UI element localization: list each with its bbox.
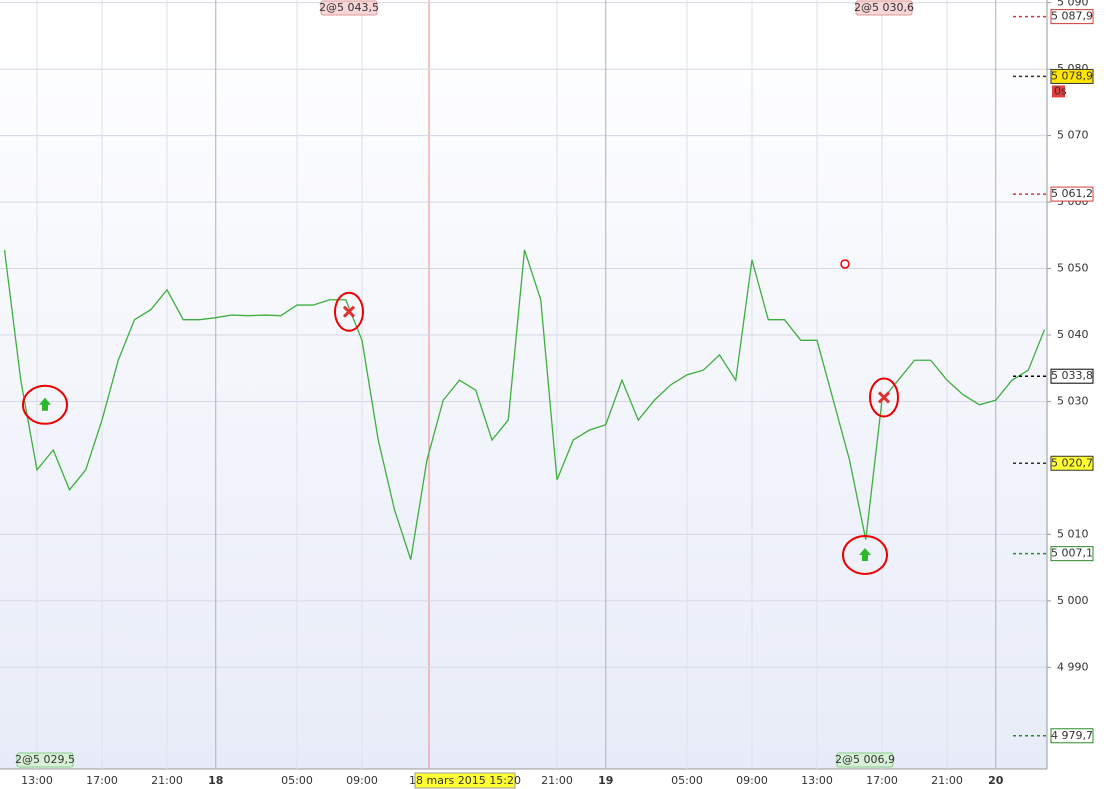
trade-label: 2@5 030,6 — [854, 1, 914, 14]
alert-marker — [840, 259, 850, 269]
y-tick-label: 5 090 — [1057, 0, 1089, 9]
level-label: 4 979,7 — [1051, 729, 1093, 742]
y-tick-label: 5 070 — [1057, 129, 1089, 142]
x-tick-label: 18 — [208, 774, 223, 787]
trade-label-box — [320, 0, 378, 16]
trade-label: 2@5 006,9 — [835, 753, 895, 766]
level-box — [1050, 728, 1094, 744]
x-tick-label: 17:00 — [86, 774, 118, 787]
x-tick-label: 20 — [988, 774, 1004, 787]
timer-label: 0s — [1054, 84, 1067, 97]
y-tick-label: 5 000 — [1057, 594, 1089, 607]
x-tick-label: 21:00 — [931, 774, 963, 787]
level-label: 5 020,7 — [1051, 456, 1093, 469]
y-tick-label: 5 010 — [1057, 527, 1089, 540]
trade-circle — [22, 384, 68, 425]
cursor-box — [414, 772, 516, 789]
level-box — [1050, 186, 1094, 202]
level-label: 5 061,2 — [1051, 187, 1093, 200]
x-tick-label: 17:00 — [866, 774, 898, 787]
trade-circle — [842, 534, 888, 575]
level-label: 5 087,9 — [1051, 10, 1093, 23]
y-tick-label: 5 030 — [1057, 394, 1089, 407]
x-tick-label: 19 — [598, 774, 613, 787]
x-tick-label: 05:00 — [281, 774, 313, 787]
x-tick-label: 21:00 — [541, 774, 573, 787]
trade-label-box — [855, 0, 913, 16]
y-tick-label: 5 040 — [1057, 328, 1089, 341]
plot-area — [0, 0, 1047, 769]
trade-circle — [334, 291, 364, 332]
level-box — [1050, 68, 1094, 84]
sell-marker — [342, 305, 356, 318]
level-label: 5 033,8 — [1051, 369, 1093, 382]
level-box — [1050, 368, 1094, 384]
cursor-label: 18 mars 2015 15:20 — [409, 774, 521, 787]
level-box — [1050, 546, 1094, 562]
trade-label-box — [836, 752, 894, 768]
trade-label: 2@5 029,5 — [15, 753, 75, 766]
trade-label: 2@5 043,5 — [319, 1, 379, 14]
x-tick-label: 05:00 — [671, 774, 703, 787]
sell-marker — [877, 391, 891, 404]
x-tick-label: 21:00 — [151, 774, 183, 787]
buy-marker — [39, 397, 51, 411]
y-tick-label: 4 990 — [1057, 660, 1089, 673]
level-label: 5 007,1 — [1051, 547, 1093, 560]
level-box — [1050, 9, 1094, 25]
buy-marker — [859, 547, 871, 561]
level-box — [1050, 455, 1094, 471]
timer-box — [1052, 85, 1065, 98]
y-tick-label: 5 050 — [1057, 262, 1089, 275]
trade-circle — [869, 377, 899, 418]
x-tick-label: 13:00 — [801, 774, 833, 787]
x-tick-label: 09:00 — [736, 774, 768, 787]
x-tick-label: 09:00 — [346, 774, 378, 787]
price-line — [3, 249, 1046, 560]
level-label: 5 078,9 — [1051, 69, 1093, 82]
x-tick-label: 13:00 — [21, 774, 53, 787]
trade-label-box — [16, 752, 74, 768]
